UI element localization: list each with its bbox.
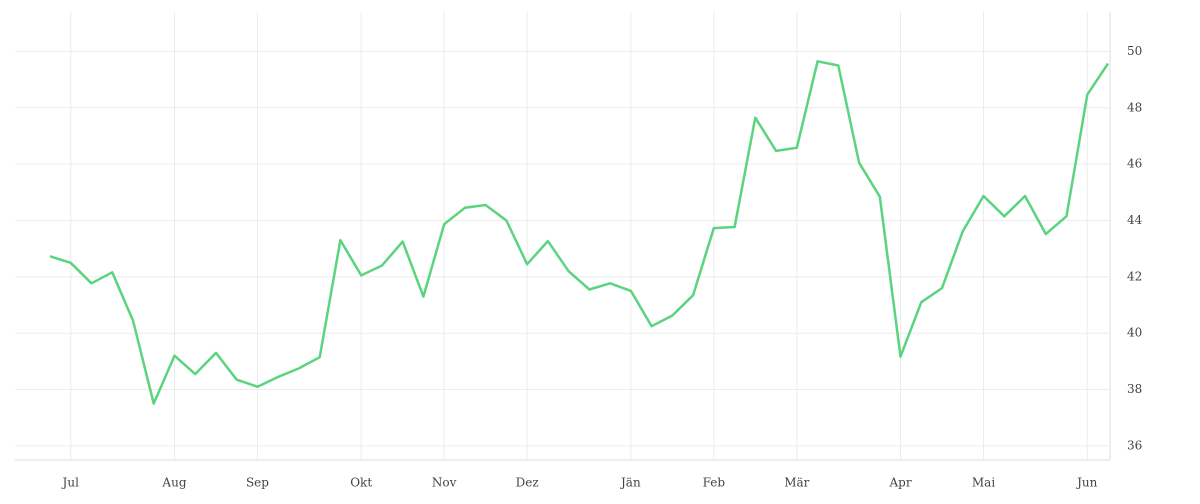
x-tick-label: Aug [161, 476, 186, 490]
y-tick-label: 40 [1127, 326, 1142, 340]
data-line [49, 60, 1110, 405]
y-tick-label: 50 [1127, 44, 1142, 58]
x-tick-label: Mai [972, 476, 995, 490]
x-tick-label: Apr [889, 476, 912, 490]
y-tick-label: 42 [1127, 269, 1142, 283]
x-tick-label: Jul [61, 476, 80, 490]
y-tick-label: 48 [1127, 100, 1142, 114]
y-tick-label: 44 [1127, 213, 1143, 227]
x-tick-label: Dez [516, 476, 539, 490]
x-tick-label: Jun [1075, 476, 1098, 490]
y-tick-label: 38 [1127, 382, 1142, 396]
x-tick-label: Sep [246, 476, 269, 490]
x-tick-label: Mär [784, 476, 809, 490]
x-tick-label: Okt [350, 476, 372, 490]
x-tick-label: Jän [619, 476, 641, 490]
y-tick-label: 46 [1127, 157, 1142, 171]
x-tick-label: Feb [703, 476, 726, 490]
x-tick-label: Nov [432, 476, 457, 490]
y-tick-label: 36 [1127, 438, 1142, 452]
